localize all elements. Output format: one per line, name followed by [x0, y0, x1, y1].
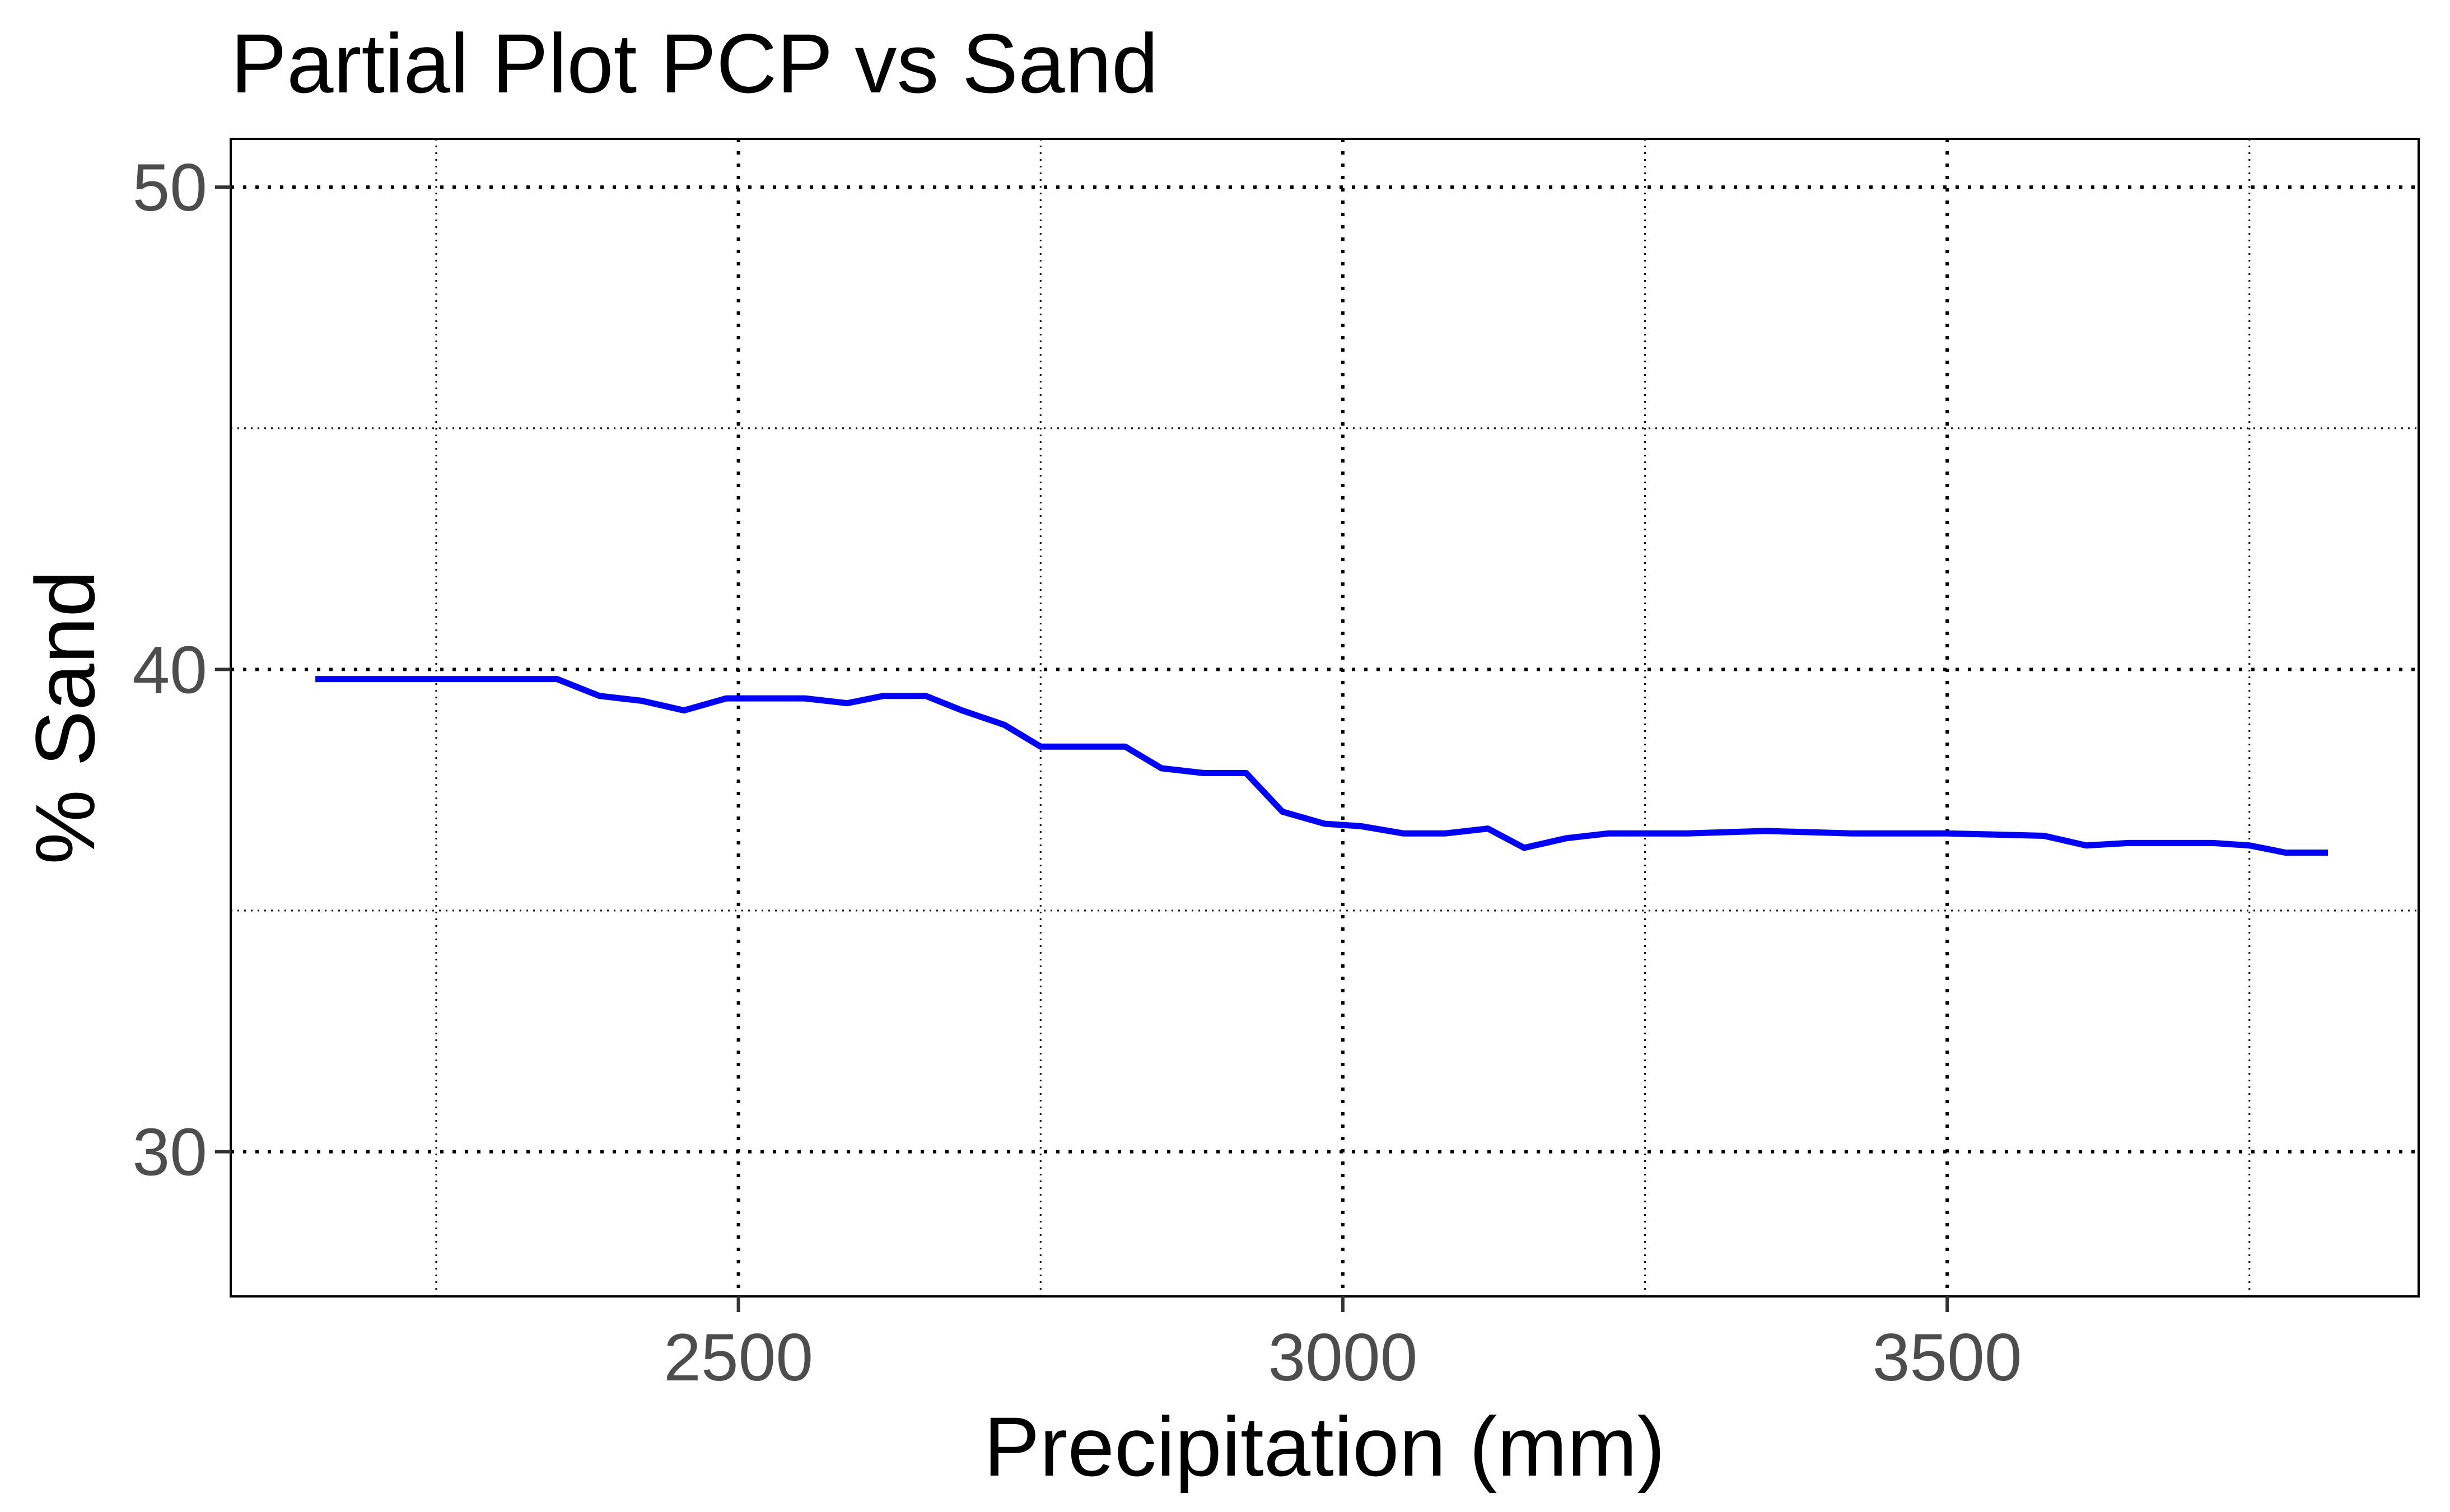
- grid-minor: [231, 139, 2419, 1296]
- series-line-0: [315, 676, 2328, 856]
- y-axis: 30 40 50: [133, 150, 231, 1190]
- plot-panel-border: [230, 138, 2420, 1298]
- grid-major: [231, 139, 2419, 1296]
- y-axis-title: % Sand: [18, 570, 112, 864]
- x-tick-label-1: 3000: [1268, 1320, 1417, 1395]
- y-tick-label-0: 30: [133, 1115, 207, 1190]
- y-tick-label-2: 50: [133, 150, 207, 225]
- x-tick-label-2: 3500: [1873, 1320, 2022, 1395]
- y-tick-label-1: 40: [133, 632, 207, 707]
- x-axis: 2500 3000 3500: [664, 1296, 2022, 1395]
- x-axis-title: Precipitation (mm): [984, 1399, 1665, 1494]
- series-layer: [315, 676, 2328, 856]
- chart-title: Partial Plot PCP vs Sand: [231, 16, 1158, 110]
- x-tick-label-0: 2500: [664, 1320, 813, 1395]
